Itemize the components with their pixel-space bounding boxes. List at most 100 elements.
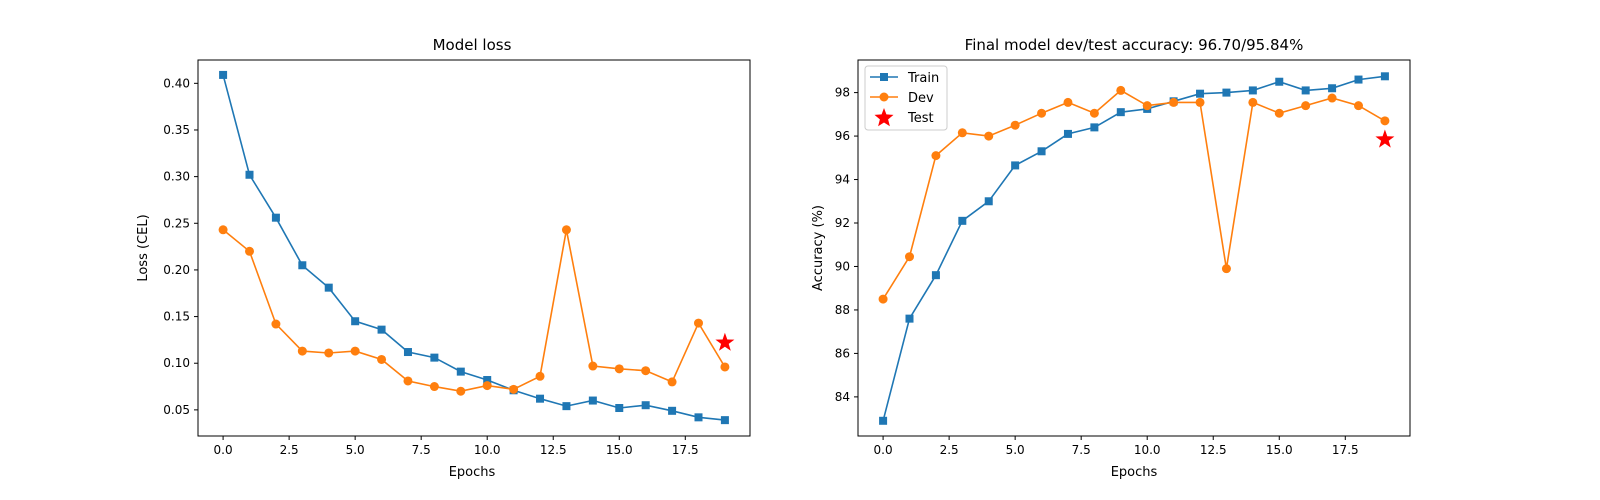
loss-train-point [403, 348, 412, 357]
loss-xtick-label: 15.0 [606, 443, 633, 457]
loss-train-point [324, 283, 333, 292]
accuracy-chart-ticks: 0.0 2.5 5.0 7.5 10.0 12.5 15.0 17.5 84 86 88 90 92 94… [835, 86, 1359, 457]
accuracy-dev-point [931, 151, 941, 161]
loss-train-point [668, 406, 677, 415]
loss-dev-point [377, 354, 387, 364]
loss-dev-point [403, 376, 413, 386]
accuracy-train-point [905, 314, 914, 323]
accuracy-dev-point [878, 294, 888, 304]
loss-dev-line [222, 229, 726, 393]
accuracy-train-point [1037, 147, 1046, 156]
accuracy-dev-point [1010, 120, 1020, 130]
legend-entry-dev: Dev [870, 91, 934, 106]
accuracy-chart: Final model dev/test accuracy: 96.70/95.… [811, 36, 1411, 480]
accuracy-ytick-label: 86 [835, 346, 850, 360]
loss-train-point [298, 261, 307, 270]
accuracy-train-point [1275, 77, 1284, 86]
loss-dev-point [641, 366, 651, 376]
accuracy-train-point [1090, 123, 1099, 132]
loss-dev-point [535, 371, 545, 381]
loss-xtick-label: 2.5 [280, 443, 299, 457]
loss-train-point [456, 367, 465, 376]
accuracy-ytick-label: 96 [835, 129, 850, 143]
accuracy-dev-point [1089, 108, 1099, 118]
loss-train-point [219, 70, 228, 79]
accuracy-dev-point [984, 131, 994, 141]
loss-dev-point [456, 386, 466, 396]
loss-dev-point [324, 348, 334, 358]
loss-xtick-label: 5.0 [346, 443, 365, 457]
accuracy-train-point [1011, 161, 1020, 170]
loss-ytick-label: 0.20 [163, 263, 190, 277]
accuracy-dev-point [1063, 97, 1073, 107]
accuracy-chart-legend: Train Dev Test [864, 65, 948, 131]
loss-ytick-label: 0.25 [163, 216, 190, 230]
accuracy-xtick-label: 17.5 [1332, 443, 1359, 457]
accuracy-train-point [1328, 84, 1337, 93]
accuracy-chart-frame [857, 59, 1411, 437]
loss-train-line [222, 74, 725, 421]
loss-train-point [351, 317, 360, 326]
accuracy-dev-point [1248, 97, 1258, 107]
accuracy-chart-title: Final model dev/test accuracy: 96.70/95.… [965, 36, 1304, 54]
accuracy-dev-point [1116, 85, 1126, 95]
loss-xtick-label: 12.5 [540, 443, 567, 457]
loss-train-point [641, 401, 650, 410]
loss-dev-point [720, 362, 730, 372]
accuracy-train-line [882, 75, 1385, 422]
loss-xtick-label: 10.0 [474, 443, 501, 457]
accuracy-ytick-label: 90 [835, 259, 850, 273]
accuracy-train-point [931, 271, 940, 280]
accuracy-ytick-label: 84 [835, 390, 850, 404]
accuracy-chart-ylabel: Accuracy (%) [811, 205, 826, 291]
loss-dev-point [509, 384, 519, 394]
accuracy-chart-xlabel: Epochs [1111, 465, 1158, 480]
accuracy-xtick-label: 0.0 [874, 443, 893, 457]
legend-entry-train: Train [870, 71, 939, 86]
accuracy-ytick-label: 98 [835, 86, 850, 100]
accuracy-train-point [958, 216, 967, 225]
legend-train-label: Train [907, 71, 939, 86]
accuracy-xtick-label: 12.5 [1200, 443, 1227, 457]
legend-train-marker [880, 73, 888, 81]
accuracy-train-point [1222, 88, 1231, 97]
accuracy-dev-point [1274, 108, 1284, 118]
accuracy-xtick-label: 15.0 [1266, 443, 1293, 457]
accuracy-train-point [879, 416, 888, 425]
loss-dev-point [693, 318, 703, 328]
loss-dev-point [218, 225, 228, 235]
accuracy-dev-point [1327, 93, 1337, 103]
loss-chart-plot-area [218, 70, 735, 425]
loss-xtick-label: 7.5 [412, 443, 431, 457]
loss-train-point [430, 353, 439, 362]
loss-dev-point [350, 346, 360, 356]
accuracy-train-point [984, 197, 993, 206]
loss-train-point [588, 396, 597, 405]
legend-entry-test: Test [874, 108, 934, 127]
loss-dev-point [271, 319, 281, 329]
legend-dev-label: Dev [908, 91, 934, 106]
loss-ytick-label: 0.05 [163, 403, 190, 417]
legend-test-label: Test [907, 111, 934, 126]
accuracy-dev-point [1221, 264, 1231, 274]
loss-train-point [694, 413, 703, 422]
loss-ytick-label: 0.35 [163, 123, 190, 137]
loss-chart-xlabel: Epochs [449, 465, 496, 480]
loss-train-point [562, 402, 571, 411]
accuracy-dev-line [882, 89, 1386, 300]
loss-xtick-label: 17.5 [672, 443, 699, 457]
loss-chart: Model loss Epochs Loss (CEL) 0.0 2.5 5.0 7.… [136, 36, 751, 480]
loss-test-point [715, 332, 735, 351]
loss-dev-point [588, 361, 598, 371]
loss-dev-point [614, 364, 624, 374]
loss-train-point [615, 404, 624, 413]
loss-ytick-label: 0.10 [163, 356, 190, 370]
loss-ytick-label: 0.15 [163, 310, 190, 324]
accuracy-dev-point [957, 128, 967, 138]
accuracy-train-point [1116, 108, 1125, 117]
loss-chart-title: Model loss [433, 36, 512, 54]
loss-train-point [536, 394, 545, 403]
accuracy-xtick-label: 2.5 [940, 443, 959, 457]
accuracy-train-point [1301, 86, 1310, 95]
accuracy-test-point [1375, 129, 1395, 148]
